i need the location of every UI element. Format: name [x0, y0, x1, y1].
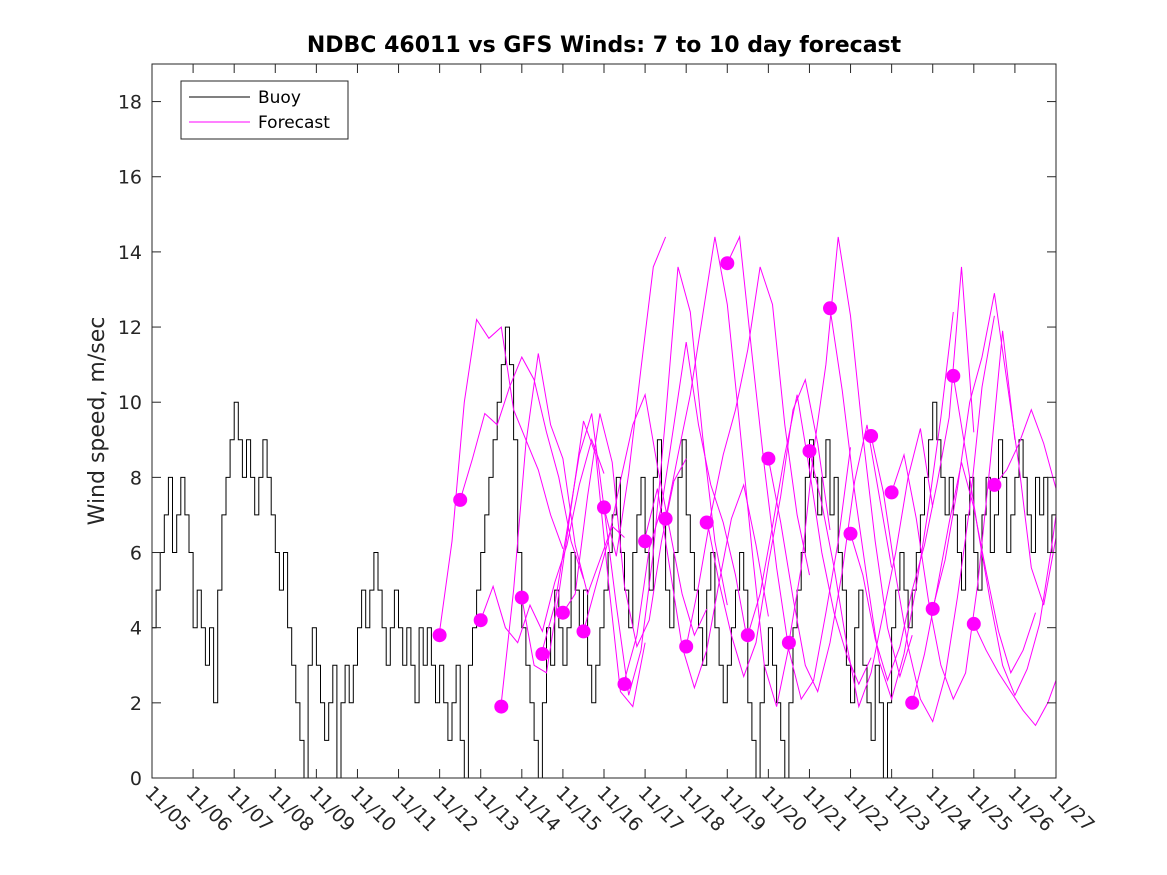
- forecast-marker-7: [576, 624, 591, 639]
- forecast-line-7: [583, 392, 708, 637]
- forecast-line-27: [994, 408, 1057, 489]
- forecast-marker-24: [925, 601, 940, 616]
- forecast-marker-23: [905, 695, 920, 710]
- ytick-label: 6: [130, 543, 142, 565]
- forecast-line-11: [665, 236, 790, 707]
- forecast-line-16: [767, 424, 893, 694]
- forecast-line-8: [603, 266, 728, 696]
- forecast-marker-1: [453, 492, 468, 507]
- ytick-label: 2: [130, 693, 142, 715]
- forecast-line-25: [952, 375, 1057, 697]
- forecast-marker-16: [761, 451, 776, 466]
- legend-box: [180, 80, 349, 140]
- forecast-line-2: [480, 438, 605, 644]
- buoy-line: [152, 326, 1057, 779]
- forecast-marker-3: [494, 699, 509, 714]
- forecast-line-24: [932, 293, 1057, 610]
- forecast-line-17: [788, 236, 913, 679]
- forecast-marker-27: [987, 477, 1002, 492]
- forecast-line-1: [459, 355, 584, 579]
- forecast-line-19: [829, 308, 954, 701]
- legend: Buoy Forecast: [180, 80, 349, 140]
- forecast-marker-layer: [432, 256, 1002, 714]
- forecast-marker-20: [843, 526, 858, 541]
- forecast-line-26: [973, 623, 1057, 727]
- forecast-marker-15: [740, 628, 755, 643]
- legend-buoy-label: Buoy: [258, 88, 301, 108]
- ytick-label: 4: [130, 618, 142, 640]
- forecast-marker-6: [555, 605, 570, 620]
- ytick-label: 12: [118, 317, 142, 339]
- forecast-line-13: [706, 377, 831, 679]
- forecast-marker-8: [597, 500, 611, 515]
- forecast-line-0: [439, 318, 564, 632]
- forecast-marker-4: [514, 590, 529, 605]
- ytick-label: 8: [130, 467, 142, 489]
- forecast-marker-17: [781, 635, 796, 650]
- ytick-label: 16: [118, 167, 142, 189]
- y-axis-ticks: 0 2 4 6 8 10 12 14 16 18: [118, 92, 1056, 790]
- forecast-marker-9: [617, 677, 632, 692]
- forecast-marker-2: [473, 613, 488, 628]
- legend-forecast-label: Forecast: [258, 113, 330, 133]
- ytick-label: 14: [118, 242, 142, 264]
- forecast-marker-21: [864, 429, 879, 443]
- y-axis-label: Wind speed, m/sec: [85, 317, 110, 526]
- forecast-marker-26: [966, 616, 981, 631]
- ytick-label: 0: [130, 768, 142, 790]
- forecast-marker-25: [946, 368, 961, 383]
- forecast-marker-5: [535, 647, 550, 661]
- chart-title: NDBC 46011 vs GFS Winds: 7 to 10 day for…: [307, 33, 902, 58]
- forecast-marker-10: [638, 534, 653, 549]
- forecast-marker-11: [658, 511, 673, 526]
- forecast-marker-12: [679, 639, 694, 654]
- forecast-marker-0: [432, 628, 447, 643]
- forecast-line-14: [726, 235, 851, 701]
- forecast-line-12: [685, 266, 810, 647]
- forecast-line-18: [809, 428, 934, 709]
- forecast-line-3: [500, 353, 625, 703]
- forecast-marker-13: [699, 515, 714, 530]
- ytick-label: 10: [118, 392, 142, 414]
- forecast-marker-22: [884, 485, 899, 500]
- forecast-marker-19: [823, 301, 837, 316]
- forecast-line-4: [521, 420, 646, 708]
- forecast-line-21: [870, 315, 995, 723]
- buoy-series-layer: [152, 326, 1057, 779]
- forecast-line-20: [850, 266, 975, 682]
- ytick-label: 18: [118, 92, 142, 114]
- forecast-line-22: [891, 330, 1016, 701]
- forecast-marker-14: [720, 256, 735, 271]
- forecast-marker-18: [802, 444, 817, 459]
